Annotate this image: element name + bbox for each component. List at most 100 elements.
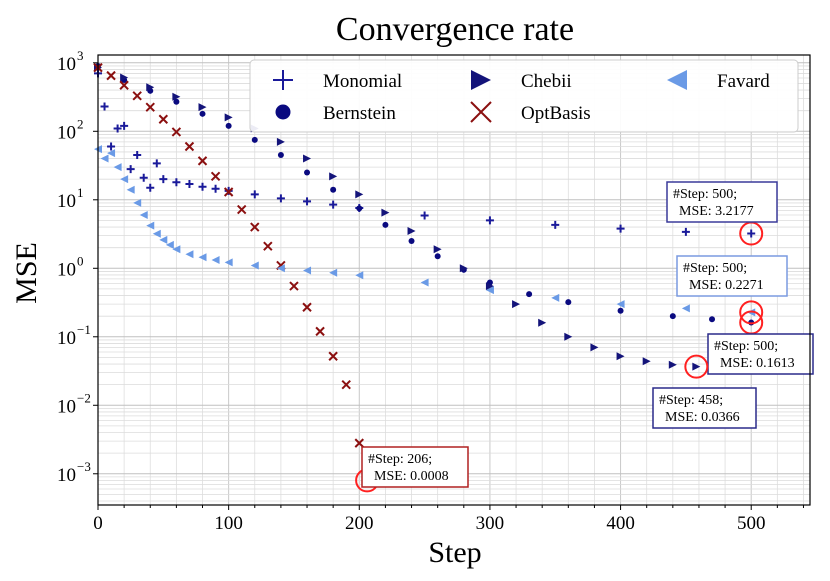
data-point [107, 142, 116, 151]
annotation-line-1: #Step: 500; [673, 187, 737, 202]
legend-label: Chebii [521, 71, 572, 92]
data-point [198, 182, 207, 191]
highlight-circle [739, 300, 764, 325]
series-layer [93, 62, 756, 486]
legend-label: Bernstein [323, 103, 396, 124]
annotation-line-2: MSE: 0.1613 [720, 356, 795, 371]
annotation: #Step: 500; MSE: 0.1613 [707, 310, 814, 375]
y-tick-exponent: −3 [77, 459, 91, 474]
data-point [341, 379, 351, 390]
x-tick-label: 500 [737, 513, 766, 534]
y-tick-label: 10 [57, 259, 76, 280]
highlight-circle [684, 354, 709, 379]
data-point [709, 316, 716, 323]
data-point [329, 268, 338, 277]
data-point [236, 204, 247, 215]
annotation-line-2: MSE: 0.2271 [689, 278, 764, 293]
data-point [152, 159, 161, 168]
y-axis-label: MSE [10, 242, 43, 304]
data-point [356, 205, 363, 212]
data-point [210, 171, 221, 182]
data-point [692, 362, 701, 371]
legend-item-bernstein: Bernstein [275, 103, 396, 124]
data-point [330, 186, 337, 193]
data-point [198, 253, 207, 262]
annotation-box [361, 446, 469, 488]
x-tick-label: 200 [345, 513, 374, 534]
data-point [113, 163, 122, 172]
annotation-box [666, 181, 778, 223]
data-point [590, 343, 599, 352]
data-point [564, 332, 573, 341]
annotation-line-1: #Step: 500; [683, 261, 747, 276]
data-point [224, 113, 233, 122]
data-point [133, 151, 142, 160]
data-point [355, 271, 364, 280]
x-tick-label: 400 [606, 513, 635, 534]
data-point [250, 222, 260, 232]
annotation-box [707, 333, 814, 375]
data-point [251, 136, 258, 143]
data-point [113, 124, 122, 133]
legend-label: Favard [717, 71, 770, 92]
data-point [199, 110, 206, 117]
annotation-line-1: #Step: 500; [714, 339, 778, 354]
data-point [668, 360, 677, 369]
data-point [211, 184, 220, 193]
x-tick-label: 100 [214, 513, 243, 534]
data-point [747, 229, 756, 238]
data-point [459, 264, 468, 273]
data-point [172, 178, 181, 187]
annotations-layer: #Step: 500; MSE: 3.2177 #Step: 500; MSE: 0.… [355, 181, 814, 493]
x-tick-label: 300 [476, 513, 505, 534]
data-point [302, 302, 312, 312]
data-point [139, 210, 148, 219]
data-point [551, 293, 560, 302]
data-point [669, 313, 676, 320]
data-point [100, 102, 109, 111]
series-favard [94, 145, 756, 317]
data-point [146, 83, 155, 92]
data-point [132, 91, 142, 101]
y-tick-label: 10 [57, 396, 76, 417]
data-point [106, 70, 116, 81]
data-point [303, 154, 312, 163]
data-point [185, 250, 194, 259]
annotation: #Step: 458; MSE: 0.0366 [652, 354, 757, 429]
data-point [315, 326, 325, 337]
data-point [329, 172, 338, 181]
data-point [120, 73, 129, 82]
y-tick-exponent: 3 [77, 48, 84, 63]
data-point [382, 221, 389, 228]
annotation-box [652, 387, 757, 429]
data-point [354, 438, 364, 448]
annotation-line-2: MSE: 0.0366 [665, 410, 740, 425]
legend-item-monomial: Monomial [273, 70, 402, 92]
annotation: #Step: 500; MSE: 3.2177 [666, 181, 778, 246]
data-point [303, 266, 312, 275]
legend-item-optbasis: OptBasis [470, 101, 591, 124]
data-point [276, 194, 285, 203]
data-point [172, 92, 181, 101]
y-tick-exponent: 2 [77, 116, 84, 131]
data-point [159, 235, 168, 244]
data-point [100, 154, 109, 163]
data-point [681, 304, 690, 313]
plot-frame [97, 54, 811, 506]
legend-label: Monomial [323, 71, 402, 92]
data-point [250, 190, 259, 199]
data-point [120, 121, 129, 130]
legend-item-favard: Favard [667, 70, 770, 92]
data-point [681, 227, 690, 236]
y-tick-exponent: 0 [77, 253, 84, 268]
data-point [126, 185, 135, 194]
chart-title: Convergence rate [336, 11, 574, 48]
data-point [198, 103, 207, 112]
data-point [276, 137, 285, 146]
data-point [263, 241, 273, 251]
data-point [152, 229, 161, 238]
data-point [159, 175, 168, 184]
data-point [173, 98, 180, 105]
